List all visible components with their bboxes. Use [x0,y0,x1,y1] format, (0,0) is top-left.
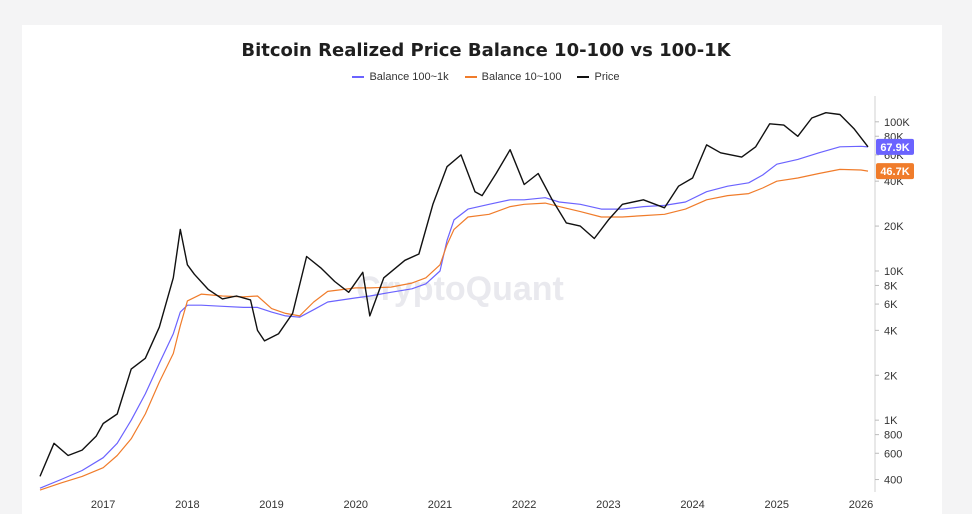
legend-swatch-price [577,76,590,78]
watermark: CryptoQuant [356,270,564,308]
legend-swatch-balance-10-100 [464,76,477,78]
last-value-badge [876,163,914,180]
y-tick-label: 20K [884,221,904,233]
last-value-label: 46.7K [880,166,909,178]
y-tick-label: 100K [884,117,910,129]
x-tick-label: 2025 [765,499,789,511]
legend-label-balance-100-1k: Balance 100~1k [369,71,449,83]
x-tick-label: 2020 [344,499,368,511]
x-tick-label: 2021 [428,499,452,511]
y-tick-label: 6K [884,299,898,311]
x-tick-label: 2018 [175,499,199,511]
legend-item-balance-100-1k[interactable]: Balance 100~1k [352,71,449,83]
x-tick-label: 2017 [91,499,115,511]
legend-item-price[interactable]: Price [577,71,620,83]
chart-legend: Balance 100~1k Balance 10~100 Price [0,71,972,83]
y-tick-label: 4K [884,325,898,337]
y-tick-label: 400 [884,475,902,487]
chart-title: Bitcoin Realized Price Balance 10-100 vs… [241,40,731,61]
legend-swatch-balance-100-1k [352,76,365,78]
legend-item-balance-10-100[interactable]: Balance 10~100 [464,71,562,83]
y-tick-label: 10K [884,266,904,278]
series-line-balance-100-1k [39,145,869,489]
x-tick-label: 2022 [512,499,536,511]
legend-label-balance-10-100: Balance 10~100 [481,71,562,83]
x-tick-label: 2019 [259,499,283,511]
last-value-label: 67.9K [880,142,909,154]
x-tick-label: 2024 [680,499,704,511]
legend-label-price: Price [594,71,620,83]
y-tick-label: 800 [884,430,902,442]
series-line-price [39,112,869,477]
y-tick-label: 600 [884,448,902,460]
y-tick-label: 8K [884,280,898,292]
x-tick-label: 2026 [849,499,873,511]
y-tick-label: 1K [884,415,898,427]
x-tick-label: 2023 [596,499,620,511]
series-line-balance-10-100 [39,168,869,491]
y-tick-label: 2K [884,370,898,382]
last-value-badge [876,138,914,155]
chart-card [22,25,942,514]
y-tick-label: 40K [884,176,904,188]
